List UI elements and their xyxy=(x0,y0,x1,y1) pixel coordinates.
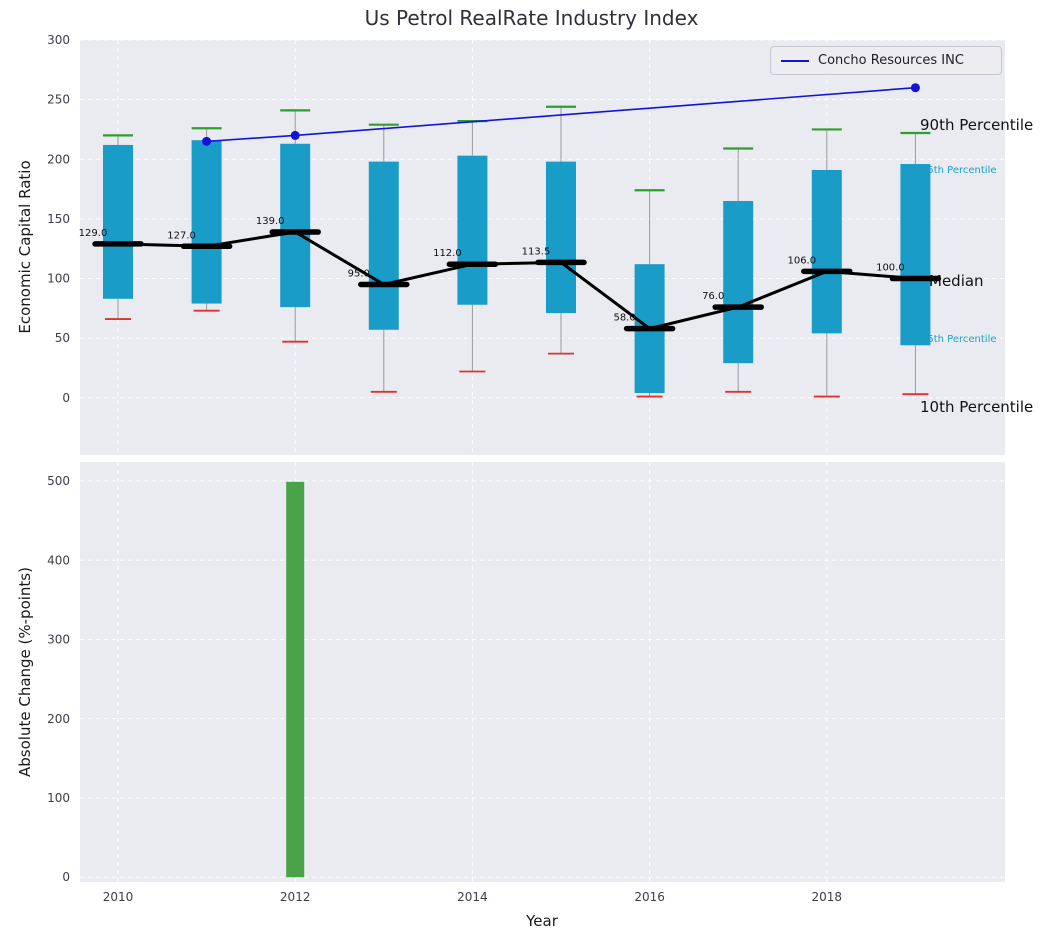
p90-annotation: 90th Percentile xyxy=(920,116,1034,134)
company-point xyxy=(290,130,300,140)
iqr-box xyxy=(368,161,399,330)
top-y-tick-label: 200 xyxy=(47,152,70,166)
legend: Concho Resources INC xyxy=(770,46,1002,75)
iqr-box xyxy=(900,164,931,346)
median-value-label: 100.0 xyxy=(876,263,905,274)
bottom-y-tick-label: 200 xyxy=(47,712,70,726)
p10-annotation: 10th Percentile xyxy=(920,398,1034,416)
top-plot-background xyxy=(80,40,1005,455)
median-value-label: 139.0 xyxy=(256,216,285,227)
median-value-label: 106.0 xyxy=(787,255,816,266)
bottom-plot-background xyxy=(80,462,1005,882)
iqr-box xyxy=(280,143,311,308)
median-value-label: 112.0 xyxy=(433,248,462,259)
median-value-label: 58.0 xyxy=(613,313,635,324)
x-tick-label: 2016 xyxy=(634,890,665,904)
company-point xyxy=(202,136,212,146)
x-tick-label: 2010 xyxy=(103,890,134,904)
bottom-y-tick-label: 100 xyxy=(47,791,70,805)
legend-line-sample xyxy=(781,59,809,62)
median-value-label: 76.0 xyxy=(702,291,724,302)
x-tick-label: 2018 xyxy=(812,890,843,904)
median-trend-line xyxy=(117,230,916,331)
bottom-y-axis-label: Absolute Change (%-points) xyxy=(16,567,34,777)
iqr-box xyxy=(723,200,754,364)
iqr-box xyxy=(457,155,488,305)
top-y-axis-label: Economic Capital Ratio xyxy=(16,160,34,334)
bottom-y-tick-label: 400 xyxy=(47,553,70,567)
x-tick-label: 2012 xyxy=(280,890,311,904)
legend-label: Concho Resources INC xyxy=(818,53,964,68)
median-value-label: 129.0 xyxy=(79,228,108,239)
p75-annotation: 75th Percentile xyxy=(921,165,997,176)
median-value-label: 113.5 xyxy=(522,246,551,257)
change-bar xyxy=(286,481,305,878)
median-value-label: 95.0 xyxy=(348,268,370,279)
top-y-tick-label: 150 xyxy=(47,212,70,226)
company-point xyxy=(910,83,920,93)
iqr-box xyxy=(191,140,222,304)
p25-annotation: 25th Percentile xyxy=(921,334,997,345)
x-tick-label: 2014 xyxy=(457,890,488,904)
bottom-y-tick-label: 500 xyxy=(47,474,70,488)
bottom-y-tick-label: 300 xyxy=(47,633,70,647)
top-y-tick-label: 0 xyxy=(62,391,70,405)
median-value-label: 127.0 xyxy=(167,230,196,241)
top-y-tick-label: 300 xyxy=(47,33,70,47)
x-axis-label: Year xyxy=(526,912,558,930)
iqr-box xyxy=(811,169,842,334)
median-annotation: Median xyxy=(929,272,984,290)
top-y-tick-label: 250 xyxy=(47,93,70,107)
chart-title: Us Petrol RealRate Industry Index xyxy=(364,6,699,30)
iqr-box xyxy=(546,161,576,314)
bottom-y-tick-label: 0 xyxy=(62,870,70,884)
top-y-tick-label: 50 xyxy=(55,331,70,345)
top-y-tick-label: 100 xyxy=(47,272,70,286)
iqr-box xyxy=(103,144,133,299)
